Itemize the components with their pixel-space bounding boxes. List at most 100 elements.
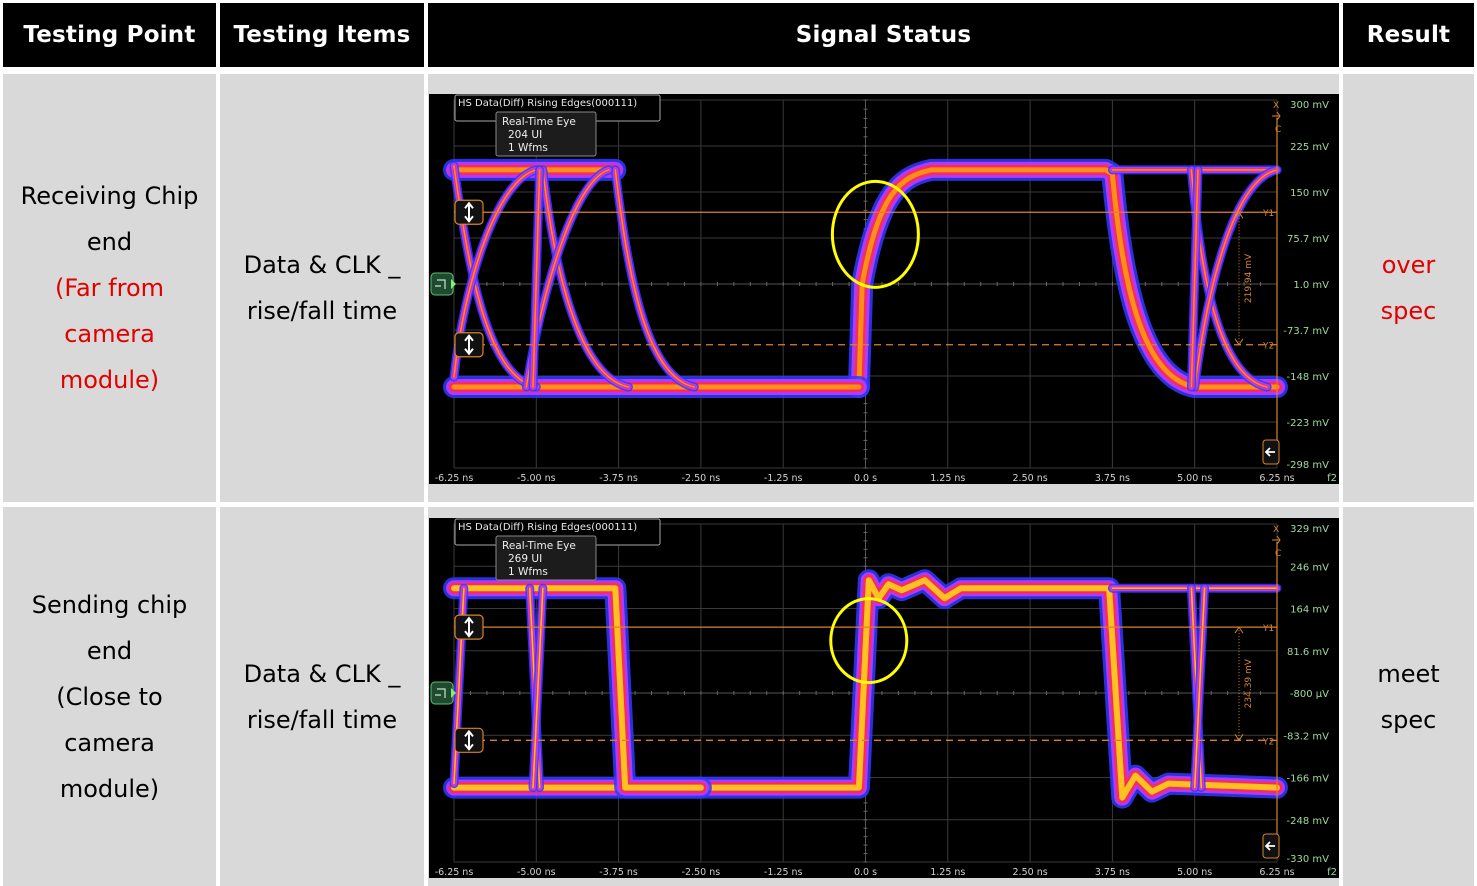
cursor-delta-label: 234.39 mV (1244, 658, 1254, 708)
testing-point-cell: Receiving Chip end (Far from camera modu… (3, 74, 216, 502)
cursor-delta-label: 219.94 mV (1244, 253, 1254, 303)
y-axis-tick-label: -83.2 mV (1283, 731, 1329, 742)
header-result: Result (1343, 3, 1474, 67)
x-axis-tick-label: -1.25 ns (764, 473, 803, 484)
cursor-lines: 234.39 mV Y1 Y2 (454, 624, 1277, 747)
y-axis-tick-label: 75.7 mV (1287, 234, 1329, 245)
svg-text:1 Wfms: 1 Wfms (508, 142, 548, 154)
testing-items-label: rise/fall time (246, 297, 398, 325)
testing-point-note: camera (64, 320, 155, 348)
svg-text:HS Data(Diff) Rising Edges(000: HS Data(Diff) Rising Edges(000111) (458, 522, 637, 533)
scroll-left-handle-icon[interactable] (1262, 439, 1280, 465)
x-axis-tick-label: -3.75 ns (599, 867, 638, 878)
cursor-handle-icon[interactable] (454, 614, 484, 640)
y-axis-tick-label: -298 mV (1287, 460, 1330, 471)
x-axis-tick-label: -5.00 ns (517, 867, 556, 878)
corner-label: f2 (1327, 867, 1337, 878)
result-label: meet (1377, 659, 1440, 688)
testing-point-label: end (86, 636, 133, 665)
x-axis-tick-label: 0.0 s (854, 473, 877, 484)
y-axis-tick-label: 225 mV (1290, 142, 1329, 153)
svg-text:Real-Time Eye: Real-Time Eye (502, 116, 576, 128)
svg-text:269 UI: 269 UI (508, 553, 542, 565)
waveform-traces (443, 569, 1288, 809)
x-axis-tick-label: 1.25 ns (930, 473, 965, 484)
svg-text:Real-Time Eye: Real-Time Eye (502, 540, 576, 552)
x-axis-tick-label: -3.75 ns (599, 473, 638, 484)
scroll-left-handle-icon[interactable] (1262, 833, 1280, 859)
result-cell: meet spec (1343, 507, 1474, 886)
testing-point-note: (Close to (56, 682, 163, 711)
cursor-handle-icon[interactable] (454, 332, 484, 358)
y-axis-tick-label: -248 mV (1287, 816, 1330, 827)
testing-point-label: Receiving Chip (20, 182, 199, 210)
x-axis-tick-label: 6.25 ns (1259, 473, 1294, 484)
x-axis-tick-label: 0.0 s (854, 867, 877, 878)
x-axis-tick-label: -5.00 ns (517, 473, 556, 484)
testing-point-note: module) (59, 366, 160, 394)
svg-text:Y1: Y1 (1262, 624, 1274, 634)
testing-items-label: rise/fall time (246, 705, 398, 734)
c-marker: C (1275, 549, 1281, 559)
highlight-circle (830, 179, 920, 289)
x-axis-tick-label: 3.75 ns (1095, 473, 1130, 484)
result-label: over (1381, 251, 1436, 279)
cursor-lines: 219.94 mV Y1 Y2 (454, 209, 1277, 352)
header-testing-point: Testing Point (3, 3, 216, 67)
header-signal-status: Signal Status (428, 3, 1339, 67)
testing-items-cell: Data & CLK _ rise/fall time (220, 74, 424, 502)
result-label: spec (1380, 705, 1437, 734)
x-axis-tick-label: 2.50 ns (1013, 473, 1048, 484)
y-axis-tick-label: 81.6 mV (1287, 647, 1329, 658)
y-axis-tick-label: 329 mV (1290, 524, 1329, 535)
x-axis-tick-label: 5.00 ns (1177, 867, 1212, 878)
testing-items-cell: Data & CLK _ rise/fall time (220, 507, 424, 886)
x-axis-tick-label: -6.25 ns (435, 867, 474, 878)
x-axis-tick-label: 1.25 ns (930, 867, 965, 878)
x-axis-tick-label: 6.25 ns (1259, 867, 1294, 878)
y-axis-tick-label: -166 mV (1287, 774, 1330, 785)
oscilloscope-eye-diagram: 219.94 mV Y1 Y2 X C 300 mV 225 mV 150 mV 75.7 mV… (429, 94, 1339, 484)
highlight-circle (829, 597, 909, 685)
channel-reference-icon[interactable] (430, 272, 456, 296)
testing-point-label: end (86, 228, 133, 256)
header-testing-items: Testing Items (220, 3, 424, 67)
testing-items-label: Data & CLK _ (243, 659, 401, 688)
result-label: spec (1380, 297, 1437, 325)
corner-label: f2 (1327, 473, 1337, 484)
oscilloscope-eye-diagram: 234.39 mV Y1 Y2 X C 329 mV 246 mV 164 mV 81.6 mV… (429, 518, 1339, 878)
testing-point-note: (Far from (54, 274, 165, 302)
svg-text:204 UI: 204 UI (508, 129, 542, 141)
x-axis-tick-label: -2.50 ns (682, 867, 721, 878)
y-axis-tick-label: -330 mV (1287, 854, 1330, 865)
svg-text:Y1: Y1 (1262, 209, 1274, 219)
x-axis-tick-label: 3.75 ns (1095, 867, 1130, 878)
y-axis-tick-label: -223 mV (1287, 418, 1330, 429)
svg-text:Y2: Y2 (1262, 342, 1274, 352)
cursor-handle-icon[interactable] (454, 199, 484, 225)
y-axis-tick-label: -73.7 mV (1283, 326, 1329, 337)
c-marker: C (1275, 125, 1281, 135)
svg-text:1 Wfms: 1 Wfms (508, 566, 548, 578)
testing-point-cell: Sending chip end (Close to camera module… (3, 507, 216, 886)
testing-point-note: camera (64, 728, 155, 757)
y-axis-tick-label: 246 mV (1290, 562, 1329, 573)
y-axis-tick-label: 150 mV (1290, 188, 1329, 199)
x-axis-tick-label: 2.50 ns (1013, 867, 1048, 878)
x-axis-tick-label: -1.25 ns (764, 867, 803, 878)
x-marker: X (1273, 525, 1279, 535)
channel-reference-icon[interactable] (430, 681, 456, 705)
testing-point-note: module) (59, 774, 160, 803)
x-axis-tick-label: -6.25 ns (435, 473, 474, 484)
x-axis-tick-label: 5.00 ns (1177, 473, 1212, 484)
y-axis-tick-label: 164 mV (1290, 605, 1329, 616)
x-marker: X (1273, 101, 1279, 111)
testing-point-label: Sending chip (31, 590, 188, 619)
y-axis-tick-label: -148 mV (1287, 372, 1330, 383)
y-axis-tick-label: -800 µV (1290, 689, 1329, 700)
cursor-handle-icon[interactable] (454, 727, 484, 753)
result-cell: over spec (1343, 74, 1474, 502)
